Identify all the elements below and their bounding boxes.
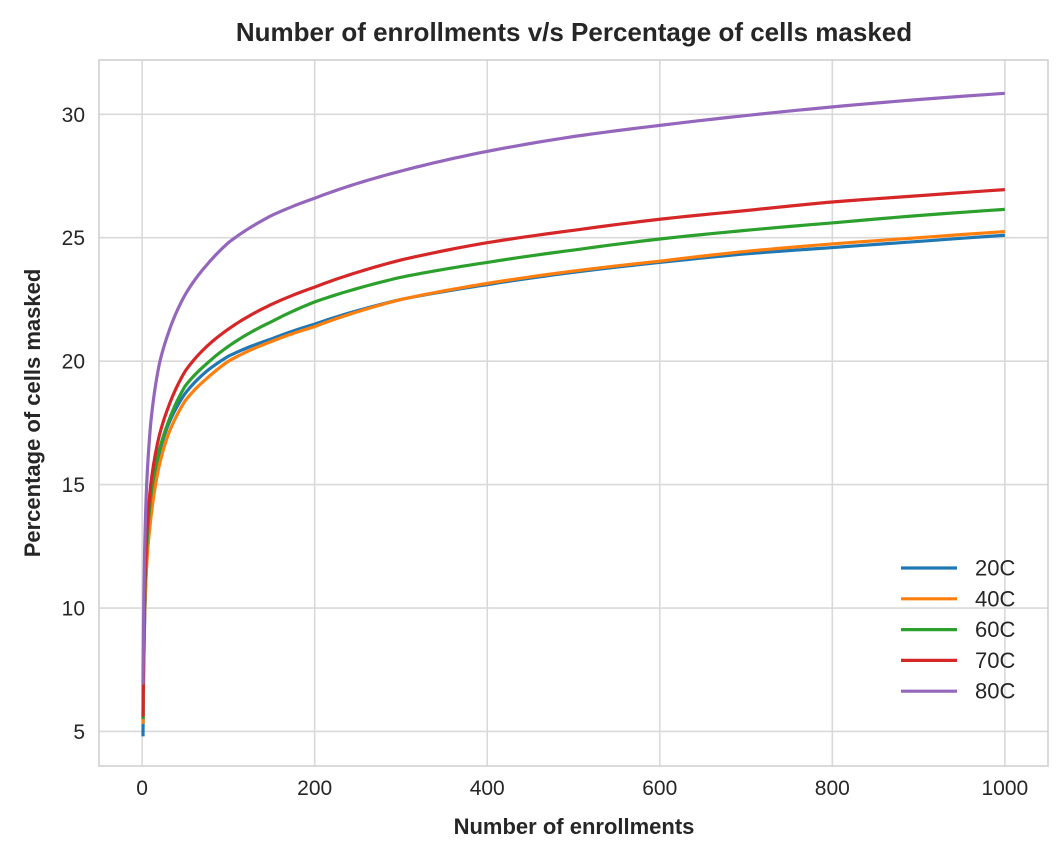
y-tick-label: 20	[62, 351, 85, 374]
x-tick-label: 200	[297, 777, 332, 800]
legend: 20C 40C 60C 70C 80C	[901, 556, 1015, 704]
y-tick-label: 25	[62, 227, 85, 250]
legend-label: 20C	[975, 556, 1015, 581]
x-tick-label: 800	[815, 777, 850, 800]
legend-label: 40C	[975, 586, 1015, 611]
y-tick-label: 15	[62, 474, 85, 497]
y-tick-label: 30	[62, 104, 85, 127]
chart-title: Number of enrollments v/s Percentage of …	[236, 17, 912, 47]
x-axis-ticks: 0 200 400 600 800 1000	[136, 777, 1028, 800]
x-tick-label: 0	[136, 777, 148, 800]
series-line-70C	[141, 188, 1005, 717]
x-tick-label: 1000	[982, 777, 1029, 800]
y-tick-label: 5	[73, 721, 85, 744]
x-tick-label: 400	[470, 777, 505, 800]
grid	[99, 60, 1048, 766]
legend-label: 70C	[975, 648, 1015, 673]
y-axis-label: Percentage of cells masked	[20, 269, 45, 558]
y-tick-label: 10	[62, 598, 85, 621]
plot-area-frame	[98, 59, 1049, 767]
legend-label: 60C	[975, 617, 1015, 642]
series-line-20C	[141, 233, 1005, 737]
legend-label: 80C	[975, 679, 1015, 704]
series-line-80C	[141, 91, 1005, 685]
y-axis-ticks: 5 10 15 20 25 30	[62, 104, 85, 744]
x-tick-label: 600	[642, 777, 677, 800]
series-lines	[141, 91, 1005, 737]
series-line-60C	[141, 207, 1005, 720]
x-axis-label: Number of enrollments	[454, 814, 695, 839]
